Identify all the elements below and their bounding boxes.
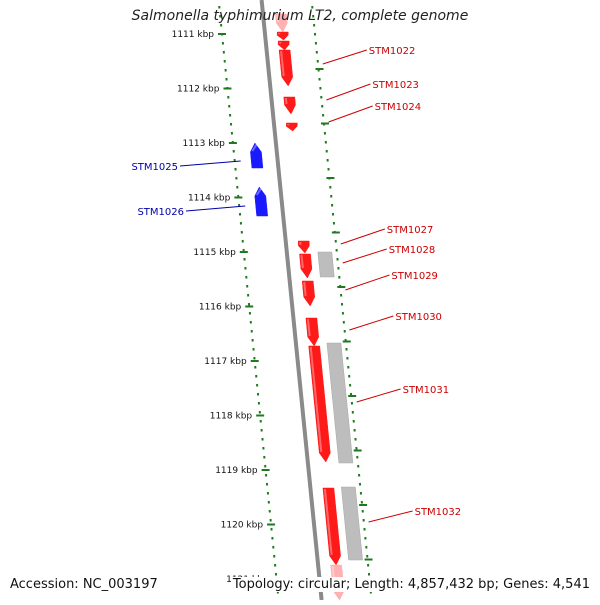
forward-gene-label: STM1030: [395, 312, 442, 323]
reverse-gene-label: STM1026: [137, 207, 184, 218]
kbp-label: 1116 kbp: [199, 303, 242, 313]
gene-label-leader: [343, 249, 387, 263]
shadow-gene-bar: [341, 487, 362, 560]
kbp-label: 1113 kbp: [182, 139, 225, 149]
kbp-label: 1115 kbp: [193, 248, 236, 258]
forward-gene-label: STM1022: [369, 46, 416, 57]
kbp-label: 1119 kbp: [215, 466, 258, 476]
gene-label-leader: [349, 316, 393, 330]
forward-gene-arrow-shade: [302, 255, 303, 268]
shadow-gene-bar: [327, 343, 353, 463]
kbp-label: 1112 kbp: [177, 85, 220, 95]
forward-gene-label: STM1028: [389, 245, 436, 256]
gene-label-leader: [323, 50, 367, 64]
forward-gene-label: STM1029: [391, 271, 438, 282]
gene-label-leader: [326, 84, 370, 100]
gene-label-leader: [180, 161, 241, 166]
kbp-label: 1117 kbp: [204, 357, 247, 367]
gene-label-leader: [357, 389, 401, 402]
forward-gene-label: STM1027: [387, 225, 434, 236]
genome-summary: Topology: circular; Length: 4,857,432 bp…: [231, 577, 592, 592]
forward-gene-label: STM1024: [375, 102, 422, 113]
forward-gene-label: STM1031: [403, 385, 450, 396]
forward-gene-label: STM1023: [372, 80, 419, 91]
gene-label-leader: [345, 275, 389, 290]
kbp-label: 1111 kbp: [172, 30, 215, 40]
gene-label-leader: [341, 229, 385, 244]
reverse-gene-arrow: [255, 187, 268, 216]
reverse-gene-label: STM1025: [131, 162, 178, 173]
gene-label-leader: [369, 511, 413, 522]
gene-label-leader: [329, 106, 373, 122]
genome-title: Salmonella typhimurium LT2, complete gen…: [0, 8, 600, 24]
forward-gene-label: STM1032: [415, 507, 462, 518]
kbp-label: 1118 kbp: [210, 412, 253, 422]
kbp-label: 1120 kbp: [221, 521, 264, 531]
gene-label-leader: [186, 206, 245, 211]
reverse-gene-arrow: [250, 143, 263, 168]
kbp-label: 1114 kbp: [188, 194, 231, 204]
shadow-gene-bar: [318, 252, 335, 277]
accession-label: Accession: NC_003197: [8, 577, 160, 592]
forward-gene-arrow-shade: [286, 98, 287, 104]
